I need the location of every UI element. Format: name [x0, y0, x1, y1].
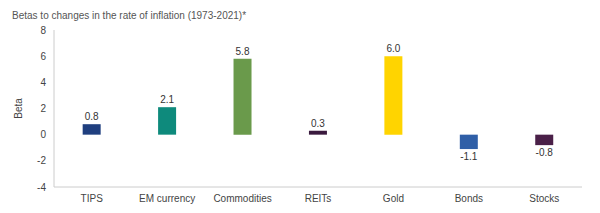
svg-text:Commodities: Commodities	[213, 193, 271, 204]
svg-text:Beta: Beta	[13, 98, 24, 119]
svg-text:5.8: 5.8	[236, 46, 250, 57]
svg-text:4: 4	[40, 77, 46, 88]
svg-text:8: 8	[40, 25, 46, 36]
svg-text:Bonds: Bonds	[455, 193, 483, 204]
svg-text:2.1: 2.1	[160, 94, 174, 105]
svg-text:0: 0	[40, 129, 46, 140]
svg-text:-4: -4	[37, 182, 46, 193]
svg-text:0.8: 0.8	[85, 111, 99, 122]
svg-text:2: 2	[40, 103, 46, 114]
svg-text:EM currency: EM currency	[139, 193, 195, 204]
svg-text:Gold: Gold	[383, 193, 404, 204]
svg-text:TIPS: TIPS	[81, 193, 104, 204]
svg-text:6.0: 6.0	[386, 43, 400, 54]
html-text:Betas to changes in the rate o: Betas to changes in the rate of inflatio…	[12, 10, 246, 21]
svg-text:-0.8: -0.8	[536, 147, 554, 158]
svg-text:0.3: 0.3	[311, 118, 325, 129]
svg-text:6: 6	[40, 51, 46, 62]
svg-text:-2: -2	[37, 155, 46, 166]
svg-text:Stocks: Stocks	[529, 193, 559, 204]
svg-text:-1.1: -1.1	[460, 151, 478, 162]
svg-text:REITs: REITs	[305, 193, 332, 204]
